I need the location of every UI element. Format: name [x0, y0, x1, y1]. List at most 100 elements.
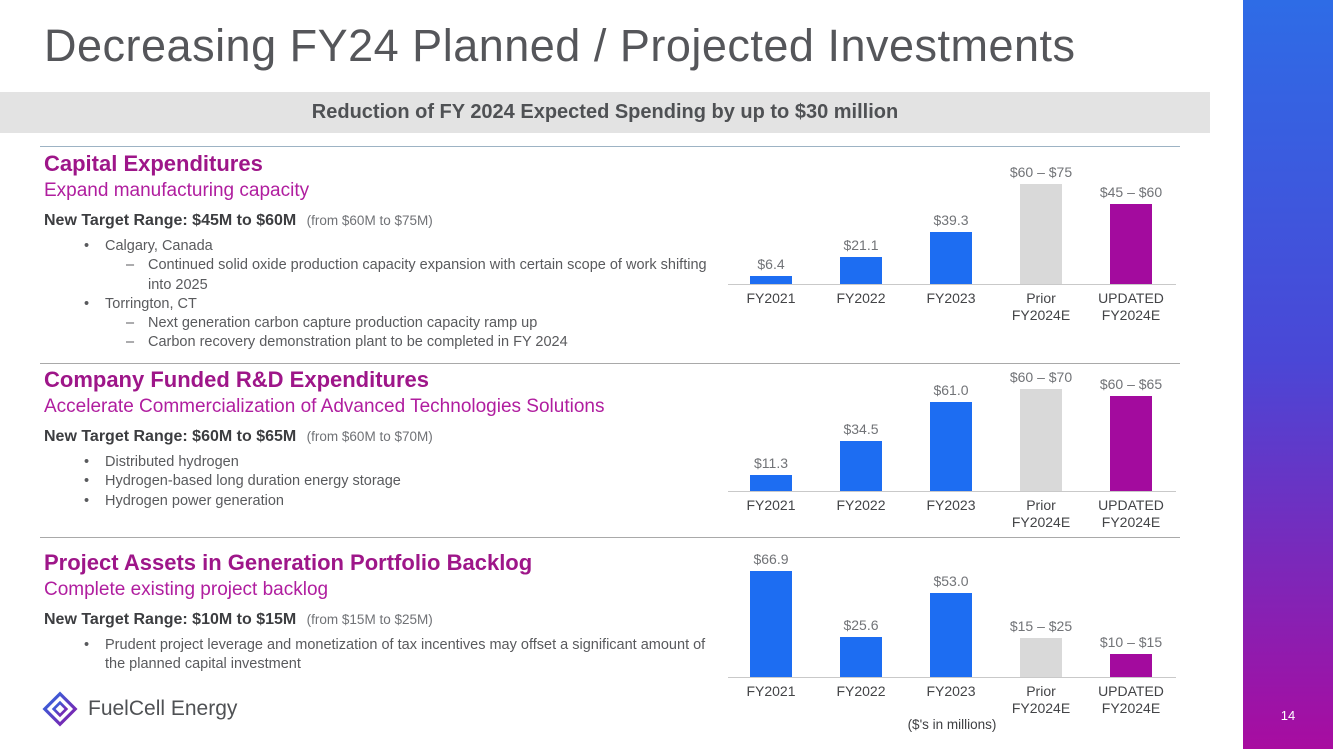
bullet-text: Carbon recovery demonstration plant to b… [148, 334, 568, 351]
bullet-text: Distributed hydrogen [105, 454, 239, 470]
axis-category-label: FY2023 [926, 497, 976, 513]
bullet-item: • Hydrogen power generation [84, 492, 724, 511]
units-footnote: ($'s in millions) [907, 717, 997, 732]
bar-prior-fy2024e [1020, 389, 1062, 492]
bar-group: $66.9 FY2021 [726, 546, 816, 717]
bullet-item: – Continued solid oxide production capaci… [126, 256, 724, 295]
chart-project-assets-backlog: $66.9 FY2021 $25.6 FY2022 $53.0 FY2023 $15 – $… [726, 546, 1178, 717]
axis-category-label: UPDATED FY2024E [1098, 497, 1164, 530]
company-logo-text: FuelCell Energy [88, 697, 238, 720]
axis-category-label: FY2023 [926, 290, 976, 306]
bar-prior-fy2024e [1020, 638, 1062, 678]
section-subheading: Expand manufacturing capacity [44, 180, 310, 201]
target-range-value: New Target Range: $10M to $15M [44, 611, 297, 628]
dash-marker: – [126, 334, 135, 351]
bullet-text: Next generation carbon capture productio… [148, 315, 538, 332]
dash-marker: – [126, 315, 135, 332]
target-range-prior: (from $15M to $25M) [306, 612, 433, 627]
bullet-text: Prudent project leverage and monetizatio… [105, 637, 706, 673]
bar-group: $45 – $60 UPDATED FY2024E [1086, 160, 1176, 324]
page-number: 14 [1280, 708, 1296, 723]
bar-value-label: $60 – $65 [1099, 376, 1163, 392]
section-subheading: Complete existing project backlog [44, 579, 329, 600]
bar-group: $53.0 FY2023 [906, 546, 996, 717]
bullet-text: Calgary, Canada [105, 238, 213, 254]
bar-value-label: $21.1 [843, 237, 879, 253]
bullet-marker: • [84, 637, 90, 653]
target-range-value: New Target Range: $45M to $60M [44, 212, 297, 229]
bar-value-label: $60 – $70 [1009, 369, 1073, 385]
chart-baseline [728, 284, 1176, 285]
axis-category-label: Prior FY2024E [1011, 290, 1071, 323]
bar-value-label: $10 – $15 [1099, 634, 1163, 650]
bar-prior-fy2024e [1020, 184, 1062, 285]
bar-group: $60 – $65 UPDATED FY2024E [1086, 366, 1176, 531]
axis-category-label: FY2021 [746, 683, 796, 699]
bar-fy2023 [930, 593, 972, 678]
axis-category-label: FY2022 [836, 497, 886, 513]
bullet-text: Hydrogen power generation [105, 492, 284, 509]
target-range-prior: (from $60M to $70M) [306, 429, 433, 444]
bar-value-label: $61.0 [933, 382, 969, 398]
section-heading: Capital Expenditures [44, 151, 263, 176]
top-divider [40, 146, 1180, 147]
bar-value-label: $34.5 [843, 421, 879, 437]
bullet-text: Continued solid oxide production capacit… [148, 257, 707, 293]
bullet-item: • Hydrogen-based long duration energy sto… [84, 472, 724, 491]
axis-category-label: FY2021 [746, 497, 796, 513]
bar-updated-fy2024e [1110, 204, 1152, 285]
bar-group: $15 – $25 Prior FY2024E [996, 546, 1086, 717]
dash-marker: – [126, 257, 135, 274]
bullet-marker: • [84, 492, 90, 509]
bar-group: $34.5 FY2022 [816, 366, 906, 531]
bullet-text: Torrington, CT [105, 295, 197, 312]
bar-fy2021 [750, 571, 792, 678]
bar-value-label: $45 – $60 [1099, 184, 1163, 200]
bullet-marker: • [84, 473, 90, 490]
bullet-item: • Distributed hydrogen [84, 453, 724, 472]
bar-updated-fy2024e [1110, 654, 1152, 678]
section-subheading: Accelerate Commercialization of Advanced… [44, 396, 605, 417]
bar-fy2022 [840, 441, 882, 492]
chart-baseline [728, 491, 1176, 492]
bar-fy2021 [750, 276, 792, 285]
chart-capital-expenditures: $6.4 FY2021 $21.1 FY2022 $39.3 FY2023 $60 – $7… [726, 160, 1178, 324]
accent-sidebar: 14 [1243, 0, 1333, 749]
target-range-value: New Target Range: $60M to $65M [44, 428, 297, 445]
bar-group: $21.1 FY2022 [816, 160, 906, 324]
target-range-line: New Target Range: $60M to $65M (from $60… [44, 428, 724, 446]
axis-category-label: FY2022 [836, 290, 886, 306]
bar-fy2023 [930, 232, 972, 285]
bar-value-label: $60 – $75 [1009, 164, 1073, 180]
bullet-list: • Calgary, Canada – Continued solid oxide p… [44, 237, 724, 353]
bullet-list: • Distributed hydrogen • Hydrogen-based lon… [44, 453, 724, 511]
bullet-item: – Next generation carbon capture producti… [126, 314, 724, 333]
target-range-line: New Target Range: $45M to $60M (from $60… [44, 212, 724, 230]
subtitle-banner: Reduction of FY 2024 Expected Spending b… [0, 92, 1210, 133]
bullet-item: • Calgary, Canada [84, 237, 724, 256]
bar-group: $39.3 FY2023 [906, 160, 996, 324]
bullet-list: • Prudent project leverage and monetizati… [44, 636, 724, 675]
bar-value-label: $25.6 [843, 617, 879, 633]
subtitle-text: Reduction of FY 2024 Expected Spending b… [311, 101, 899, 123]
bar-value-label: $11.3 [754, 455, 788, 471]
axis-category-label: Prior FY2024E [1011, 497, 1071, 530]
bullet-marker: • [84, 238, 90, 254]
bar-group: $60 – $75 Prior FY2024E [996, 160, 1086, 324]
axis-category-label: UPDATED FY2024E [1098, 290, 1164, 323]
section-divider [40, 537, 1180, 538]
bar-value-label: $53.0 [933, 573, 969, 589]
bar-fy2022 [840, 257, 882, 285]
page-title: Decreasing FY24 Planned / Projected Inve… [44, 20, 1076, 71]
section-divider [40, 363, 1180, 364]
bullet-marker: • [84, 295, 90, 312]
bar-value-label: $6.4 [757, 256, 785, 272]
section-capital-expenditures: Capital Expenditures Expand manufacturin… [44, 151, 724, 353]
bullet-text: Hydrogen-based long duration energy stor… [105, 473, 401, 490]
company-logo: FuelCell Energy [42, 691, 237, 727]
bar-group: $11.3 FY2021 [726, 366, 816, 531]
bullet-item: – Carbon recovery demonstration plant to … [126, 333, 724, 352]
bar-fy2023 [930, 402, 972, 492]
bullet-item: • Prudent project leverage and monetizati… [84, 636, 724, 675]
